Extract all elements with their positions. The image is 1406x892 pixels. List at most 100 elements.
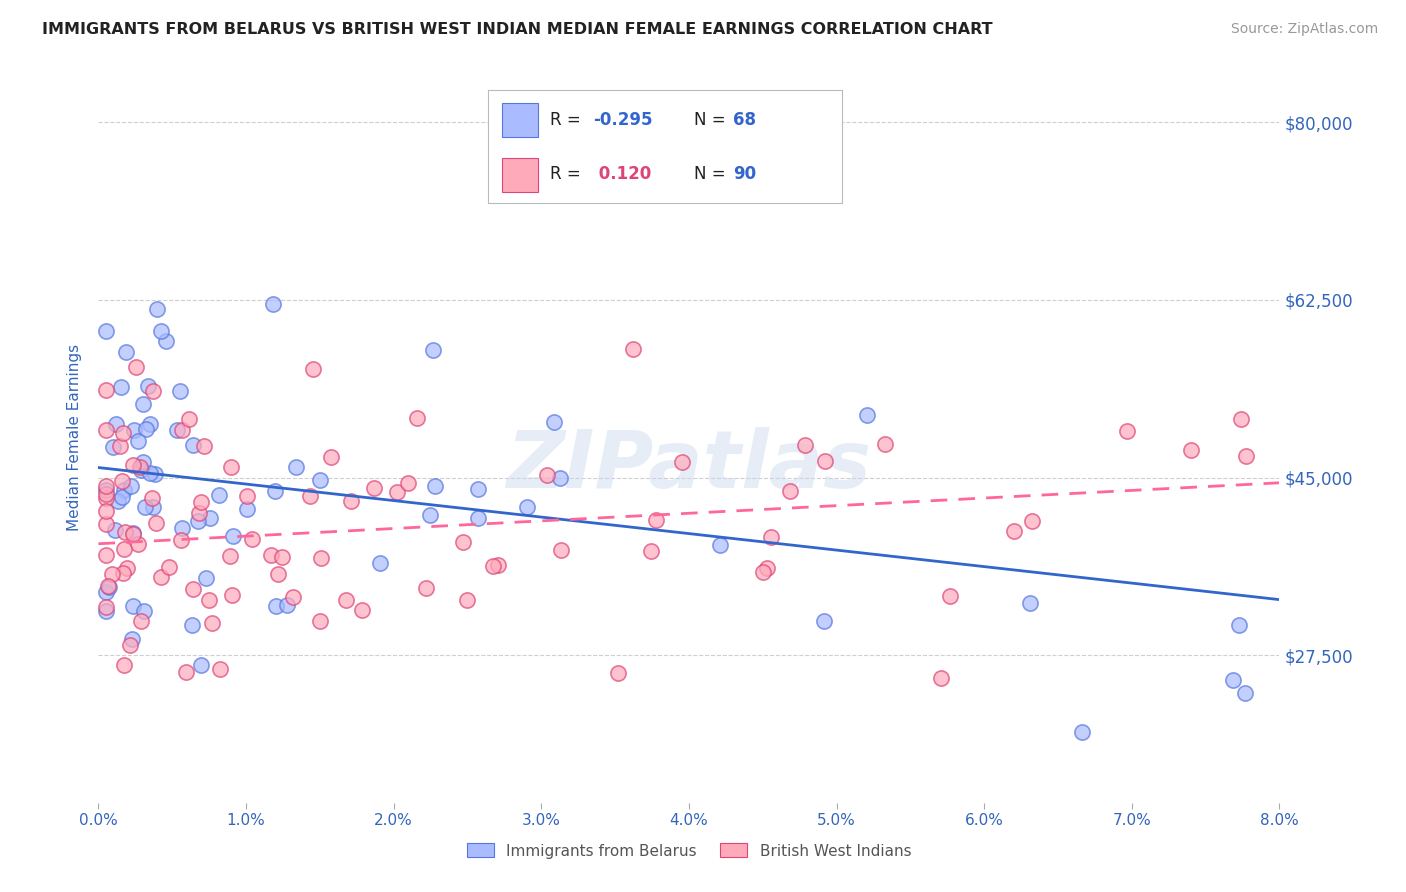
Point (122, 424, 145, 438)
Point (181, 617, 204, 632)
Point (264, 599, 287, 613)
Point (110, 380, 132, 394)
Point (155, 334, 177, 348)
Text: Source: ZipAtlas.com: Source: ZipAtlas.com (1230, 22, 1378, 37)
Point (188, 506, 211, 520)
Point (172, 521, 194, 535)
Point (260, 548, 283, 562)
Point (112, 483, 135, 497)
Point (195, 570, 218, 584)
Point (308, 614, 330, 628)
Point (235, 502, 257, 516)
Point (94, 548, 117, 562)
Point (236, 489, 259, 503)
Point (415, 582, 437, 596)
Point (709, 538, 731, 552)
Point (142, 500, 165, 514)
Point (396, 476, 419, 491)
Point (122, 526, 145, 541)
Point (121, 632, 143, 646)
Point (1222, 673, 1244, 687)
Point (363, 481, 385, 495)
Point (112, 658, 135, 673)
Point (132, 605, 155, 619)
Point (128, 460, 150, 475)
Point (640, 543, 662, 558)
Point (813, 614, 835, 628)
Point (179, 412, 201, 426)
Point (550, 543, 572, 558)
Point (264, 483, 287, 498)
Point (309, 551, 332, 566)
Point (100, 567, 122, 582)
Point (270, 549, 292, 564)
Point (939, 589, 962, 603)
Point (198, 511, 221, 525)
Point (453, 534, 475, 549)
Point (1019, 596, 1042, 610)
Point (118, 638, 141, 652)
Point (112, 425, 135, 440)
Point (134, 500, 156, 514)
Point (142, 384, 165, 398)
Point (221, 588, 243, 602)
Point (1180, 442, 1202, 457)
Point (108, 439, 131, 453)
Point (623, 343, 645, 357)
Point (111, 490, 134, 504)
Point (107, 494, 129, 508)
Point (761, 530, 783, 544)
Point (1115, 425, 1137, 439)
Point (262, 297, 284, 311)
Point (302, 362, 325, 376)
Point (242, 533, 264, 547)
Point (129, 463, 152, 477)
Point (121, 525, 143, 540)
Y-axis label: Median Female Earnings: Median Female Earnings (67, 343, 83, 531)
Point (169, 384, 191, 399)
Point (135, 422, 157, 436)
Point (1021, 514, 1043, 528)
Point (125, 359, 148, 374)
Point (752, 565, 775, 579)
Point (481, 558, 503, 573)
Point (94, 600, 117, 615)
Point (645, 513, 668, 527)
Point (169, 533, 191, 547)
Point (150, 324, 173, 338)
Point (467, 510, 489, 524)
Legend: Immigrants from Belarus, British West Indians: Immigrants from Belarus, British West In… (461, 838, 917, 864)
Point (127, 434, 149, 448)
Point (120, 479, 142, 493)
Point (187, 514, 209, 528)
Point (94, 423, 117, 437)
Point (387, 484, 409, 499)
Point (181, 438, 204, 452)
Point (283, 590, 305, 604)
Point (98, 580, 121, 594)
Point (340, 494, 363, 508)
Point (607, 666, 630, 681)
Point (121, 599, 143, 613)
Point (94, 483, 117, 497)
Point (419, 508, 441, 523)
Point (873, 437, 896, 451)
Point (145, 516, 167, 530)
Text: ZIPatlas: ZIPatlas (506, 427, 872, 506)
Point (352, 603, 374, 617)
Point (814, 453, 837, 467)
Point (536, 467, 558, 482)
Point (276, 599, 298, 613)
Point (422, 343, 444, 357)
Point (308, 473, 330, 487)
Point (115, 561, 138, 575)
Point (516, 500, 538, 515)
Point (132, 455, 155, 469)
Point (94, 504, 117, 518)
Point (94, 478, 117, 492)
Point (94, 324, 117, 338)
Point (1234, 449, 1257, 463)
Point (145, 467, 167, 481)
Point (1227, 618, 1250, 632)
Point (1230, 411, 1253, 425)
